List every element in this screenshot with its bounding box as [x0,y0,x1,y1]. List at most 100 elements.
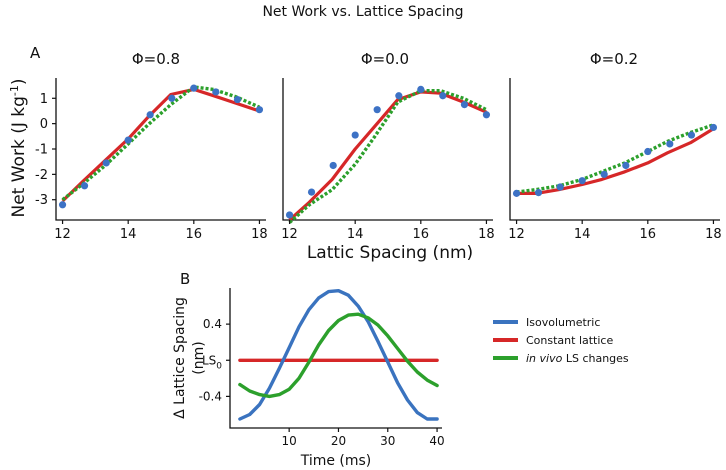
data-point [534,189,543,197]
y-tick-label: -2 [35,168,48,183]
data-point [600,170,608,178]
data-point [644,147,652,156]
series-line-constant [516,127,715,195]
series-group [58,84,264,209]
series-line-isovolumetric [238,289,439,421]
series-group [512,123,718,197]
data-point [482,111,491,119]
x-ticks: 10 20 30 40 [282,428,445,448]
panel-a-label: A [30,44,41,62]
legend-label-invivo: in vivo LS changes [526,352,629,365]
ylabel-main: Net Work (J kg [9,96,29,217]
data-point [351,131,359,139]
data-point [395,92,403,100]
series-line-in-vivo-ls-changes [238,312,439,399]
x-ticks: 12 14 16 18 [281,220,495,242]
data-point [439,92,447,100]
y-ticks: 1 0 -1 -2 -3 [35,92,56,208]
ylabel-line2: (nm) [191,341,207,374]
x-tick-label: 14 [574,227,591,242]
x-tick-label: 12 [281,227,298,242]
subplot-title: Φ=0.8 [132,50,180,68]
x-tick-label: 16 [186,227,203,242]
series-line-constant [288,90,488,222]
x-tick-label: 30 [380,434,395,448]
series-line-in-vivo [516,123,714,194]
subplot-title: Φ=0.2 [590,50,638,68]
x-ticks: 12 14 16 18 [508,220,722,242]
subplot-phi-0.2: Φ=0.2 12 14 16 18 [508,50,721,242]
data-point [146,111,154,119]
legend-label-invivo-rest: LS changes [562,352,629,365]
axes-frame [509,78,720,221]
x-tick-label: 16 [640,227,657,242]
subplot-phi-0.0: Φ=0.0 12 14 16 18 [281,50,494,242]
panel-a-xlabel: Lattic Spacing (nm) [307,243,473,263]
y-tick-label: 1 [40,92,48,107]
ylabel-line1: Δ Lattice Spacing [172,297,188,419]
y-tick-label: 0 [40,117,48,132]
ls-text: LS [202,353,216,367]
x-tick-label: 12 [508,227,525,242]
data-point [373,106,381,114]
axes-frame [229,288,442,429]
x-tick-label: 14 [120,227,137,242]
data-point [578,177,586,185]
legend-label-invivo-italic: in vivo [526,352,563,365]
x-tick-label: 18 [705,227,722,242]
y-tick-label: -3 [35,193,48,208]
data-point [556,183,564,191]
x-tick-label: 40 [429,434,444,448]
axes-frame [55,78,266,221]
ylabel-superscript: -1 [8,85,21,96]
data-point [285,211,294,219]
data-point [666,140,674,148]
data-point [212,88,220,96]
y-tick-label: 0.4 [203,317,222,331]
data-point [460,101,469,109]
data-point [124,136,132,144]
x-tick-label: 18 [478,227,495,242]
x-tick-label: 12 [54,227,71,242]
panel-b-plot: 10 20 30 40 0.4 LS0 -0.4 [199,288,445,448]
legend-label-isovolumetric: Isovolumetric [526,316,600,329]
data-point [255,106,264,114]
y-tick-label-ls0: LS0 [202,353,222,371]
x-tick-label: 18 [251,227,268,242]
data-point [329,161,337,170]
x-tick-label: 16 [413,227,430,242]
subplot-title: Φ=0.0 [361,50,409,68]
panel-a-ylabel: Net Work (J kg-1) [8,79,29,218]
data-point [190,84,198,92]
data-point [58,201,67,209]
axes-frame [282,78,493,221]
y-tick-label: -1 [35,143,48,158]
legend: Isovolumetric Constant lattice in vivo L… [493,316,629,365]
panel-b-xlabel: Time (ms) [300,453,372,469]
panel-b-ylabel: Δ Lattice Spacing (nm) [172,297,207,419]
series-group [238,289,439,421]
ls-subscript: 0 [216,361,222,371]
panel-b-label: B [180,270,190,288]
series-group [285,85,491,224]
data-point [512,189,521,197]
figure-title: Net Work vs. Lattice Spacing [262,4,463,20]
series-line-in-vivo [288,89,488,224]
data-point [233,95,242,104]
series-line-constant [61,87,260,203]
subplot-phi-0.8: Φ=0.8 12 14 16 18 1 0 -1 -2 -3 [35,50,268,242]
x-tick-label: 14 [347,227,364,242]
y-tick-label: -0.4 [199,389,222,403]
data-point [687,131,696,139]
data-point [80,182,89,190]
ylabel-close: ) [9,79,29,86]
x-ticks: 12 14 16 18 [54,220,268,242]
data-point [622,161,630,170]
x-tick-label: 20 [331,434,346,448]
series-line-in-vivo [61,85,261,202]
data-point [417,85,425,94]
x-tick-label: 10 [282,434,297,448]
data-point [307,188,316,196]
data-point [102,159,110,167]
